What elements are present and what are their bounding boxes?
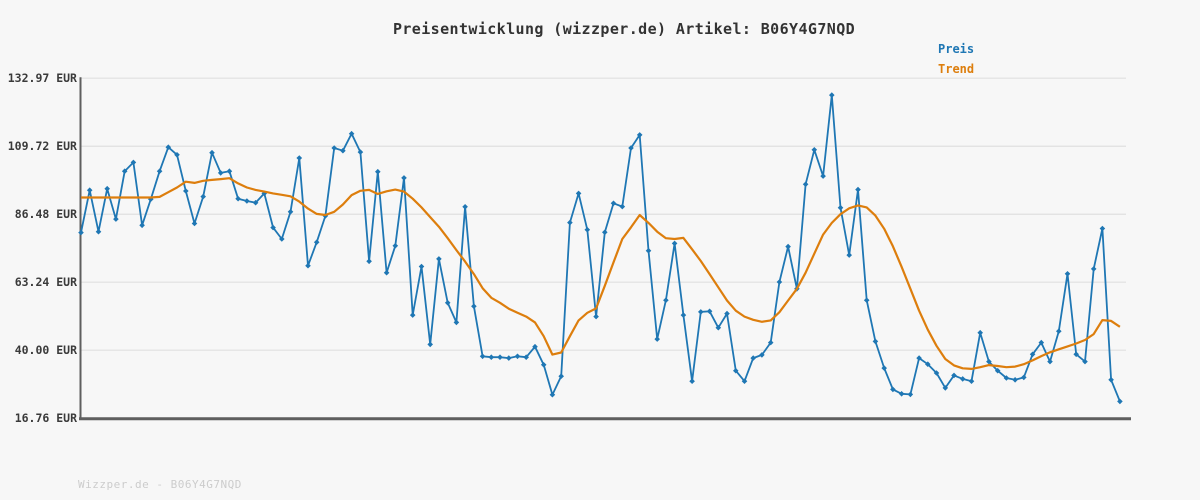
y-tick-label: 132.97 EUR	[7, 71, 77, 86]
legend-trend-label: Trend	[938, 62, 975, 76]
preis-markers	[78, 92, 1123, 405]
y-tick-label: 16.76 EUR	[14, 411, 77, 426]
preis-line	[80, 94, 1121, 402]
chart-title: Preisentwicklung (wizzper.de) Artikel: B…	[392, 20, 856, 38]
legend-preis-label: Preis	[938, 42, 975, 56]
legend: Preis Trend	[938, 39, 974, 79]
y-tick-label: 63.24 EUR	[14, 275, 77, 290]
trend-line	[81, 177, 1121, 370]
y-tick-label: 40.00 EUR	[14, 343, 77, 358]
watermark: Wizzper.de - B06Y4G7NQD	[78, 478, 242, 491]
y-tick-label: 109.72 EUR	[7, 139, 77, 154]
y-tick-label: 86.48 EUR	[14, 207, 77, 222]
